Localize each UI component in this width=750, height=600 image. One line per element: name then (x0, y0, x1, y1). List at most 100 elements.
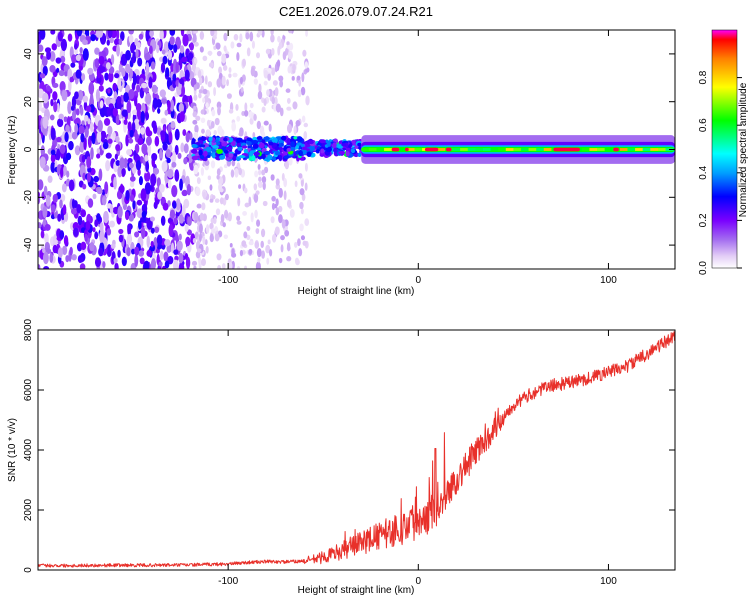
spectrogram-band-cell (301, 143, 305, 148)
spectrogram-noise-cell (150, 61, 156, 70)
spectrogram-noise-cell (236, 42, 242, 48)
spectrogram-noise-cell (243, 231, 248, 239)
spectrogram-noise-cell (178, 214, 185, 224)
spectrogram-noise-cell (180, 142, 185, 153)
spectrogram-band-cell (236, 137, 243, 143)
spectrogram-noise-cell (214, 117, 220, 126)
spectrogram-noise-cell (263, 120, 269, 126)
spectrogram-noise-cell (182, 204, 186, 218)
spectrogram-noise-cell (270, 174, 275, 181)
spectrogram-noise-cell (73, 200, 78, 209)
spectrogram-noise-cell (211, 228, 216, 234)
spectrogram-band-cell (246, 141, 252, 146)
spectrogram-noise-cell (210, 30, 215, 37)
spectrogram-noise-cell (45, 195, 51, 207)
spectrogram-noise-cell (257, 181, 263, 188)
spectrogram-noise-cell (275, 103, 281, 113)
spectrogram-band-cell (332, 142, 337, 149)
spectrogram-noise-cell (172, 201, 177, 209)
spectrogram-noise-cell (257, 163, 261, 171)
spectrogram-noise-cell (234, 167, 239, 178)
spectrogram-noise-cell (107, 88, 111, 94)
spectrogram-noise-cell (275, 198, 279, 207)
spectrogram-noise-cell (129, 180, 135, 188)
spectrogram-noise-cell (210, 121, 215, 129)
spectrogram-noise-cell (38, 88, 44, 99)
spectrogram-y-tick-label: -20 (23, 190, 34, 205)
spectrogram-noise-cell (150, 258, 157, 269)
spectrogram-noise-cell (42, 206, 48, 219)
spectrogram-band-cell (235, 156, 241, 162)
spectrogram-noise-cell (272, 80, 278, 86)
spectrogram-noise-cell (261, 106, 266, 113)
spectrogram-noise-cell (286, 97, 291, 104)
spectrogram-noise-cell (47, 125, 52, 135)
spectrogram-noise-cell (128, 34, 134, 44)
spectrogram-noise-cell (202, 97, 206, 103)
spectrogram-noise-cell (49, 64, 56, 73)
spectrogram-noise-cell (145, 30, 150, 42)
spectrogram-noise-cell (50, 127, 56, 141)
spectrogram-noise-cell (117, 249, 121, 258)
spectrogram-carrier-cell (543, 148, 552, 151)
spectrogram-carrier-cell (361, 148, 370, 151)
spectrogram-noise-cell (74, 145, 81, 156)
spectrogram-noise-cell (144, 154, 149, 162)
spectrogram-noise-cell (136, 42, 141, 48)
spectrogram-noise-cell (182, 129, 187, 137)
spectrogram-noise-cell (193, 105, 197, 111)
spectrogram-noise-cell (279, 79, 284, 88)
spectrogram-noise-cell (57, 247, 63, 258)
snr-y-tick-label: 0 (23, 567, 34, 573)
spectrogram-noise-cell (81, 155, 86, 163)
spectrogram-carrier-cell (528, 148, 537, 151)
spectrogram-noise-cell (126, 100, 132, 114)
spectrogram-noise-cell (57, 31, 64, 42)
spectrogram-noise-cell (214, 233, 220, 242)
spectrogram-noise-cell (61, 183, 67, 193)
spectrogram-noise-cell (217, 106, 221, 116)
spectrogram-hot-spot (613, 147, 619, 152)
spectrogram-noise-cell (59, 81, 66, 92)
spectrogram-noise-cell (137, 57, 143, 67)
spectrogram-carrier-cell (597, 148, 606, 151)
colorbar-tick-label: 0.8 (698, 70, 709, 84)
spectrogram-carrier-cell (619, 148, 628, 151)
spectrogram-noise-cell (298, 248, 303, 257)
spectrogram-noise-cell (159, 183, 165, 193)
spectrogram-noise-cell (216, 101, 222, 109)
spectrogram-noise-cell (193, 265, 197, 269)
spectrogram-noise-cell (255, 228, 260, 234)
spectrogram-noise-cell (55, 57, 62, 64)
spectrogram-noise-cell (169, 99, 175, 112)
snr-background (38, 330, 675, 570)
spectrogram-noise-cell (140, 188, 147, 202)
spectrogram-noise-cell (261, 250, 266, 259)
spectrogram-noise-cell (193, 131, 199, 140)
spectrogram-noise-cell (184, 69, 190, 81)
spectrogram-noise-cell (221, 75, 226, 86)
spectrogram-noise-cell (271, 195, 276, 202)
spectrogram-noise-cell (239, 249, 244, 257)
spectrogram-noise-cell (70, 62, 76, 68)
spectrogram-noise-cell (286, 256, 292, 262)
spectrogram-noise-cell (282, 35, 286, 40)
spectrogram-noise-cell (160, 62, 166, 73)
spectrogram-noise-cell (125, 49, 132, 61)
spectrogram-noise-cell (195, 186, 201, 197)
spectrogram-noise-cell (113, 38, 121, 46)
spectrogram-noise-cell (236, 265, 241, 269)
spectrogram-noise-cell (223, 45, 227, 52)
spectrogram-noise-cell (273, 103, 277, 112)
spectrogram-noise-cell (98, 85, 104, 92)
spectrogram-noise-cell (157, 191, 163, 200)
spectrogram-x-axis: -100 0 100 (218, 30, 617, 286)
spectrogram-band-cell (320, 148, 325, 154)
spectrogram-noise-cell (228, 261, 233, 269)
spectrogram-noise-cell (98, 168, 103, 181)
spectrogram-noise-cell (209, 184, 213, 191)
spectrogram-noise-cell (256, 219, 261, 227)
spectrogram-noise-cell (136, 84, 141, 93)
spectrogram-noise-cell (128, 162, 134, 169)
spectrogram-noise-cell (191, 260, 198, 266)
